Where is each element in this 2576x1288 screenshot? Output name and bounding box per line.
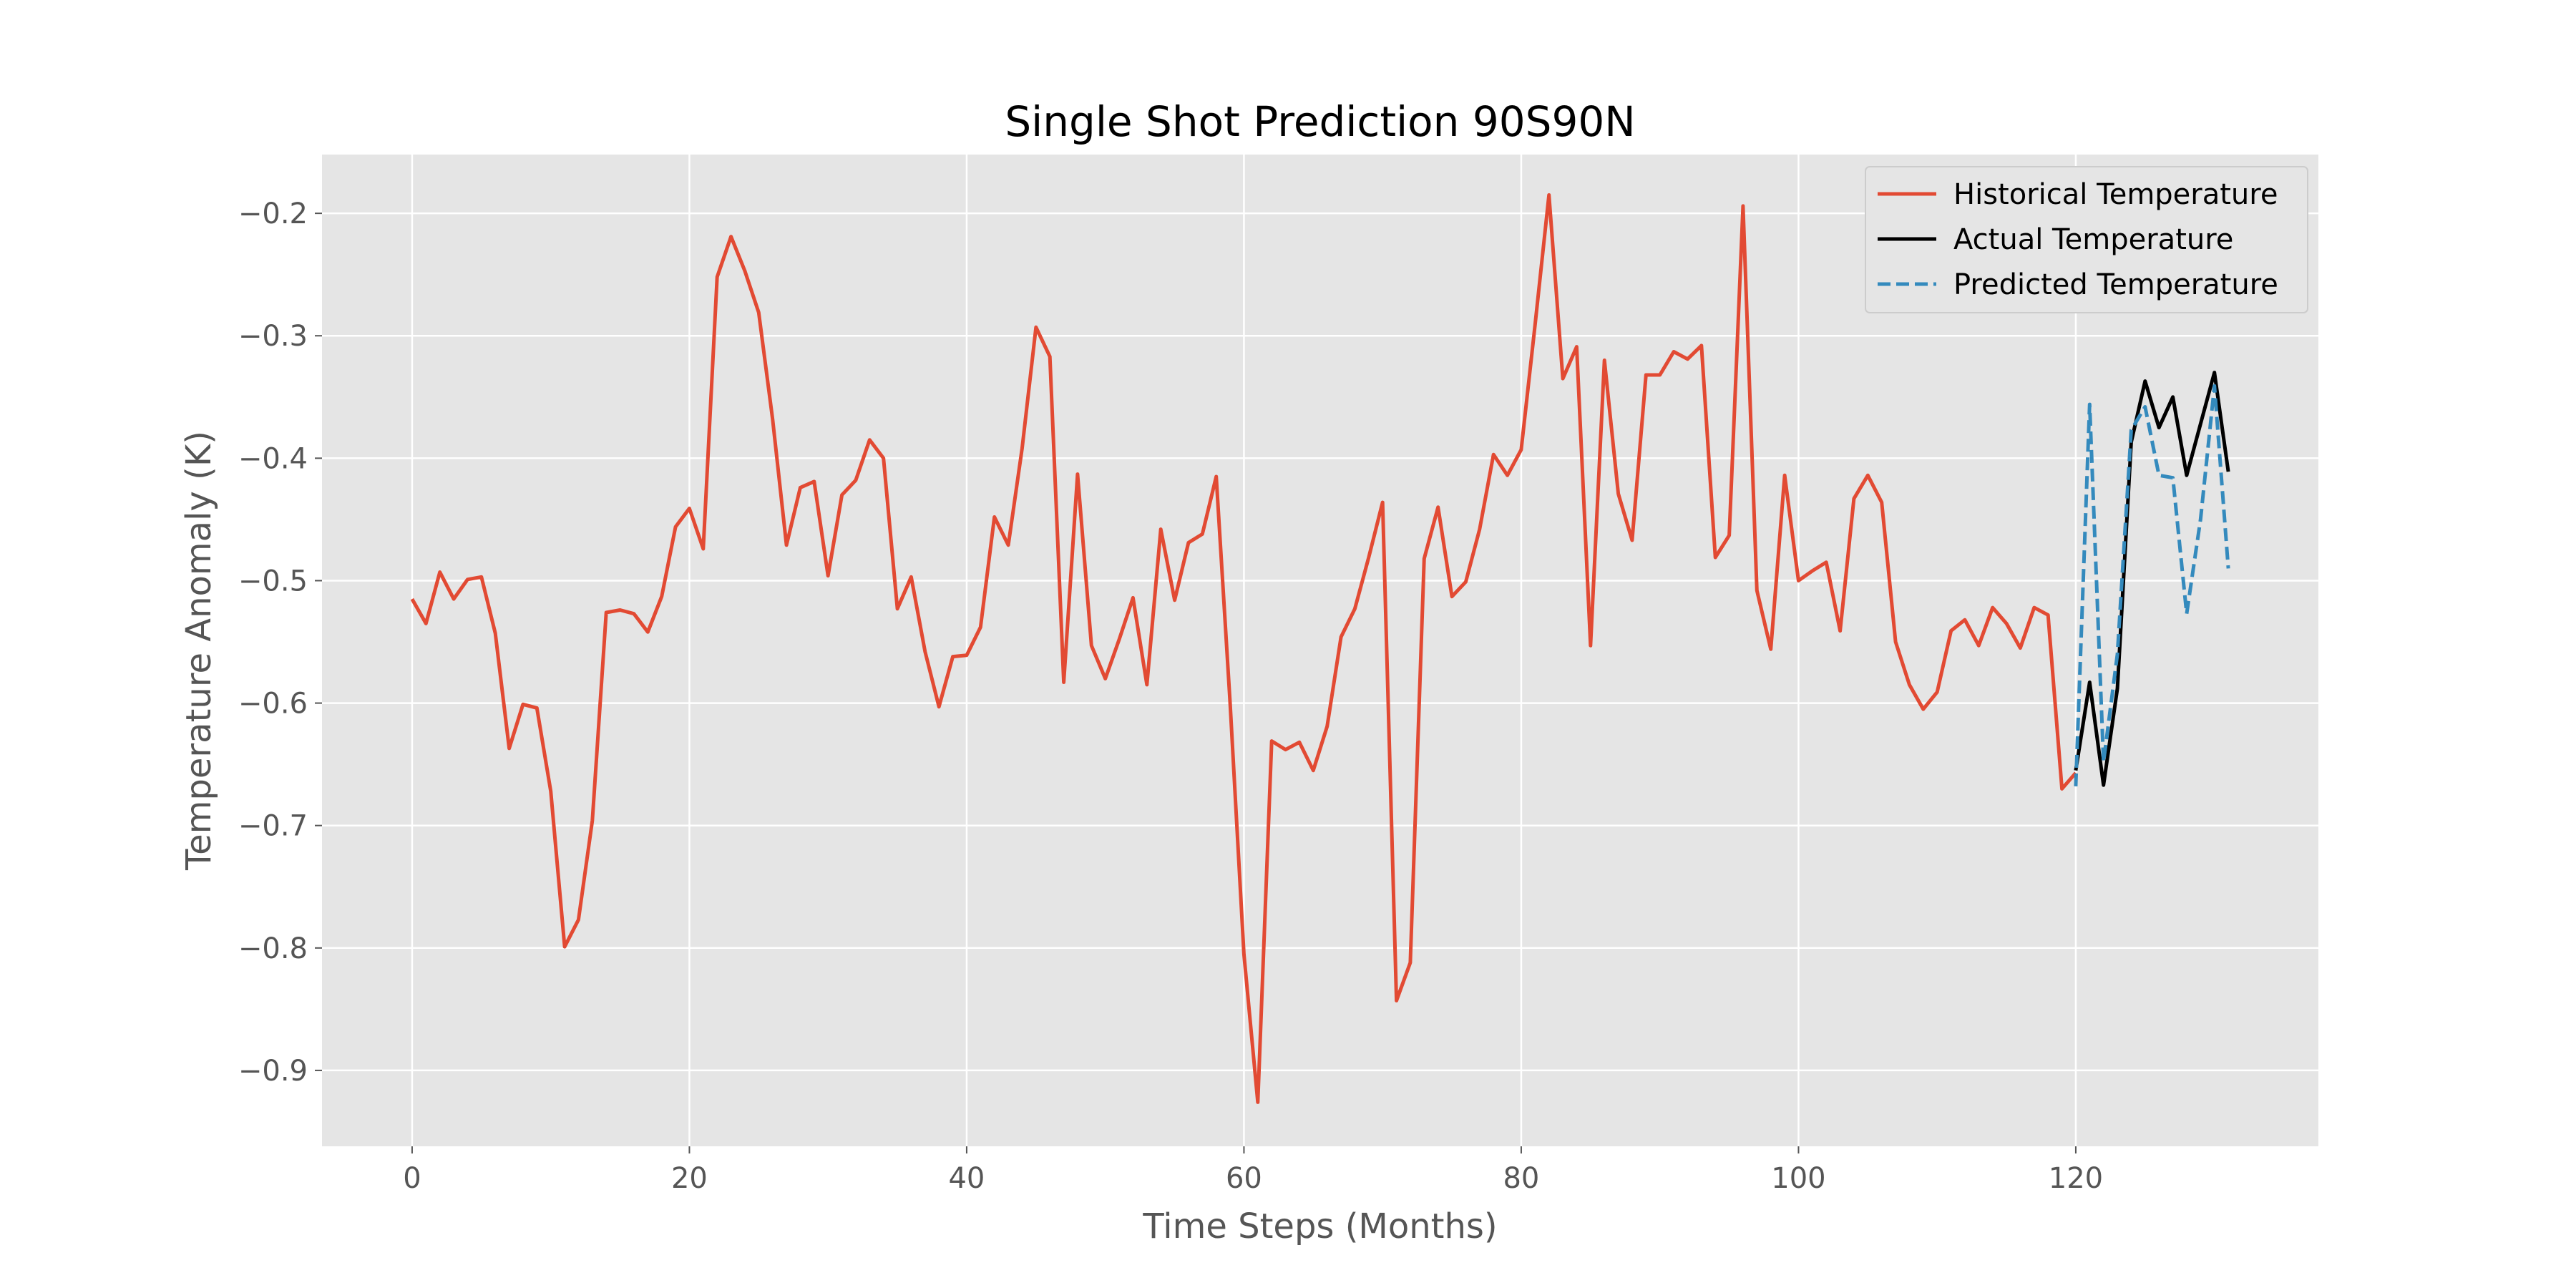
- legend-box: [1865, 166, 2308, 313]
- legend: Historical Temperature Actual Temperatur…: [1865, 166, 2308, 313]
- series-actual-line: [2074, 371, 2230, 787]
- x-tick-label: 120: [2049, 1162, 2103, 1195]
- series-predicted-line: [2074, 384, 2230, 786]
- x-tick-label: 40: [948, 1162, 985, 1195]
- y-tick-label: −0.4: [238, 442, 308, 475]
- y-tick-label: −0.5: [238, 565, 308, 597]
- y-tick-label: −0.7: [238, 810, 308, 843]
- series-historical-line: [410, 193, 2077, 1104]
- y-tick-label: −0.2: [238, 197, 308, 230]
- x-tick-label: 100: [1771, 1162, 1825, 1195]
- y-tick-label: −0.9: [238, 1055, 308, 1088]
- legend-label-actual: Actual Temperature: [1953, 223, 2233, 256]
- x-tick-label: 0: [403, 1162, 421, 1195]
- y-tick-label: −0.6: [238, 688, 308, 721]
- y-axis-label: Temperature Anomaly (K): [179, 431, 219, 871]
- y-axis-ticks: −0.9 −0.8 −0.7 −0.6 −0.5 −0.4 −0.3 −0.2: [238, 197, 322, 1088]
- series-group: [410, 193, 2230, 1104]
- x-axis-ticks: 0 20 40 60 80 100 120: [403, 1146, 2103, 1195]
- chart-title: Single Shot Prediction 90S90N: [1005, 97, 1635, 146]
- grid: [322, 155, 2318, 1146]
- plot-area: [322, 155, 2318, 1146]
- y-tick-label: −0.3: [238, 320, 308, 353]
- legend-label-predicted: Predicted Temperature: [1953, 268, 2278, 301]
- x-tick-label: 80: [1503, 1162, 1539, 1195]
- legend-label-historical: Historical Temperature: [1953, 178, 2278, 211]
- x-tick-label: 20: [671, 1162, 708, 1195]
- x-axis-label: Time Steps (Months): [1142, 1206, 1497, 1246]
- x-tick-label: 60: [1226, 1162, 1262, 1195]
- y-tick-label: −0.8: [238, 932, 308, 965]
